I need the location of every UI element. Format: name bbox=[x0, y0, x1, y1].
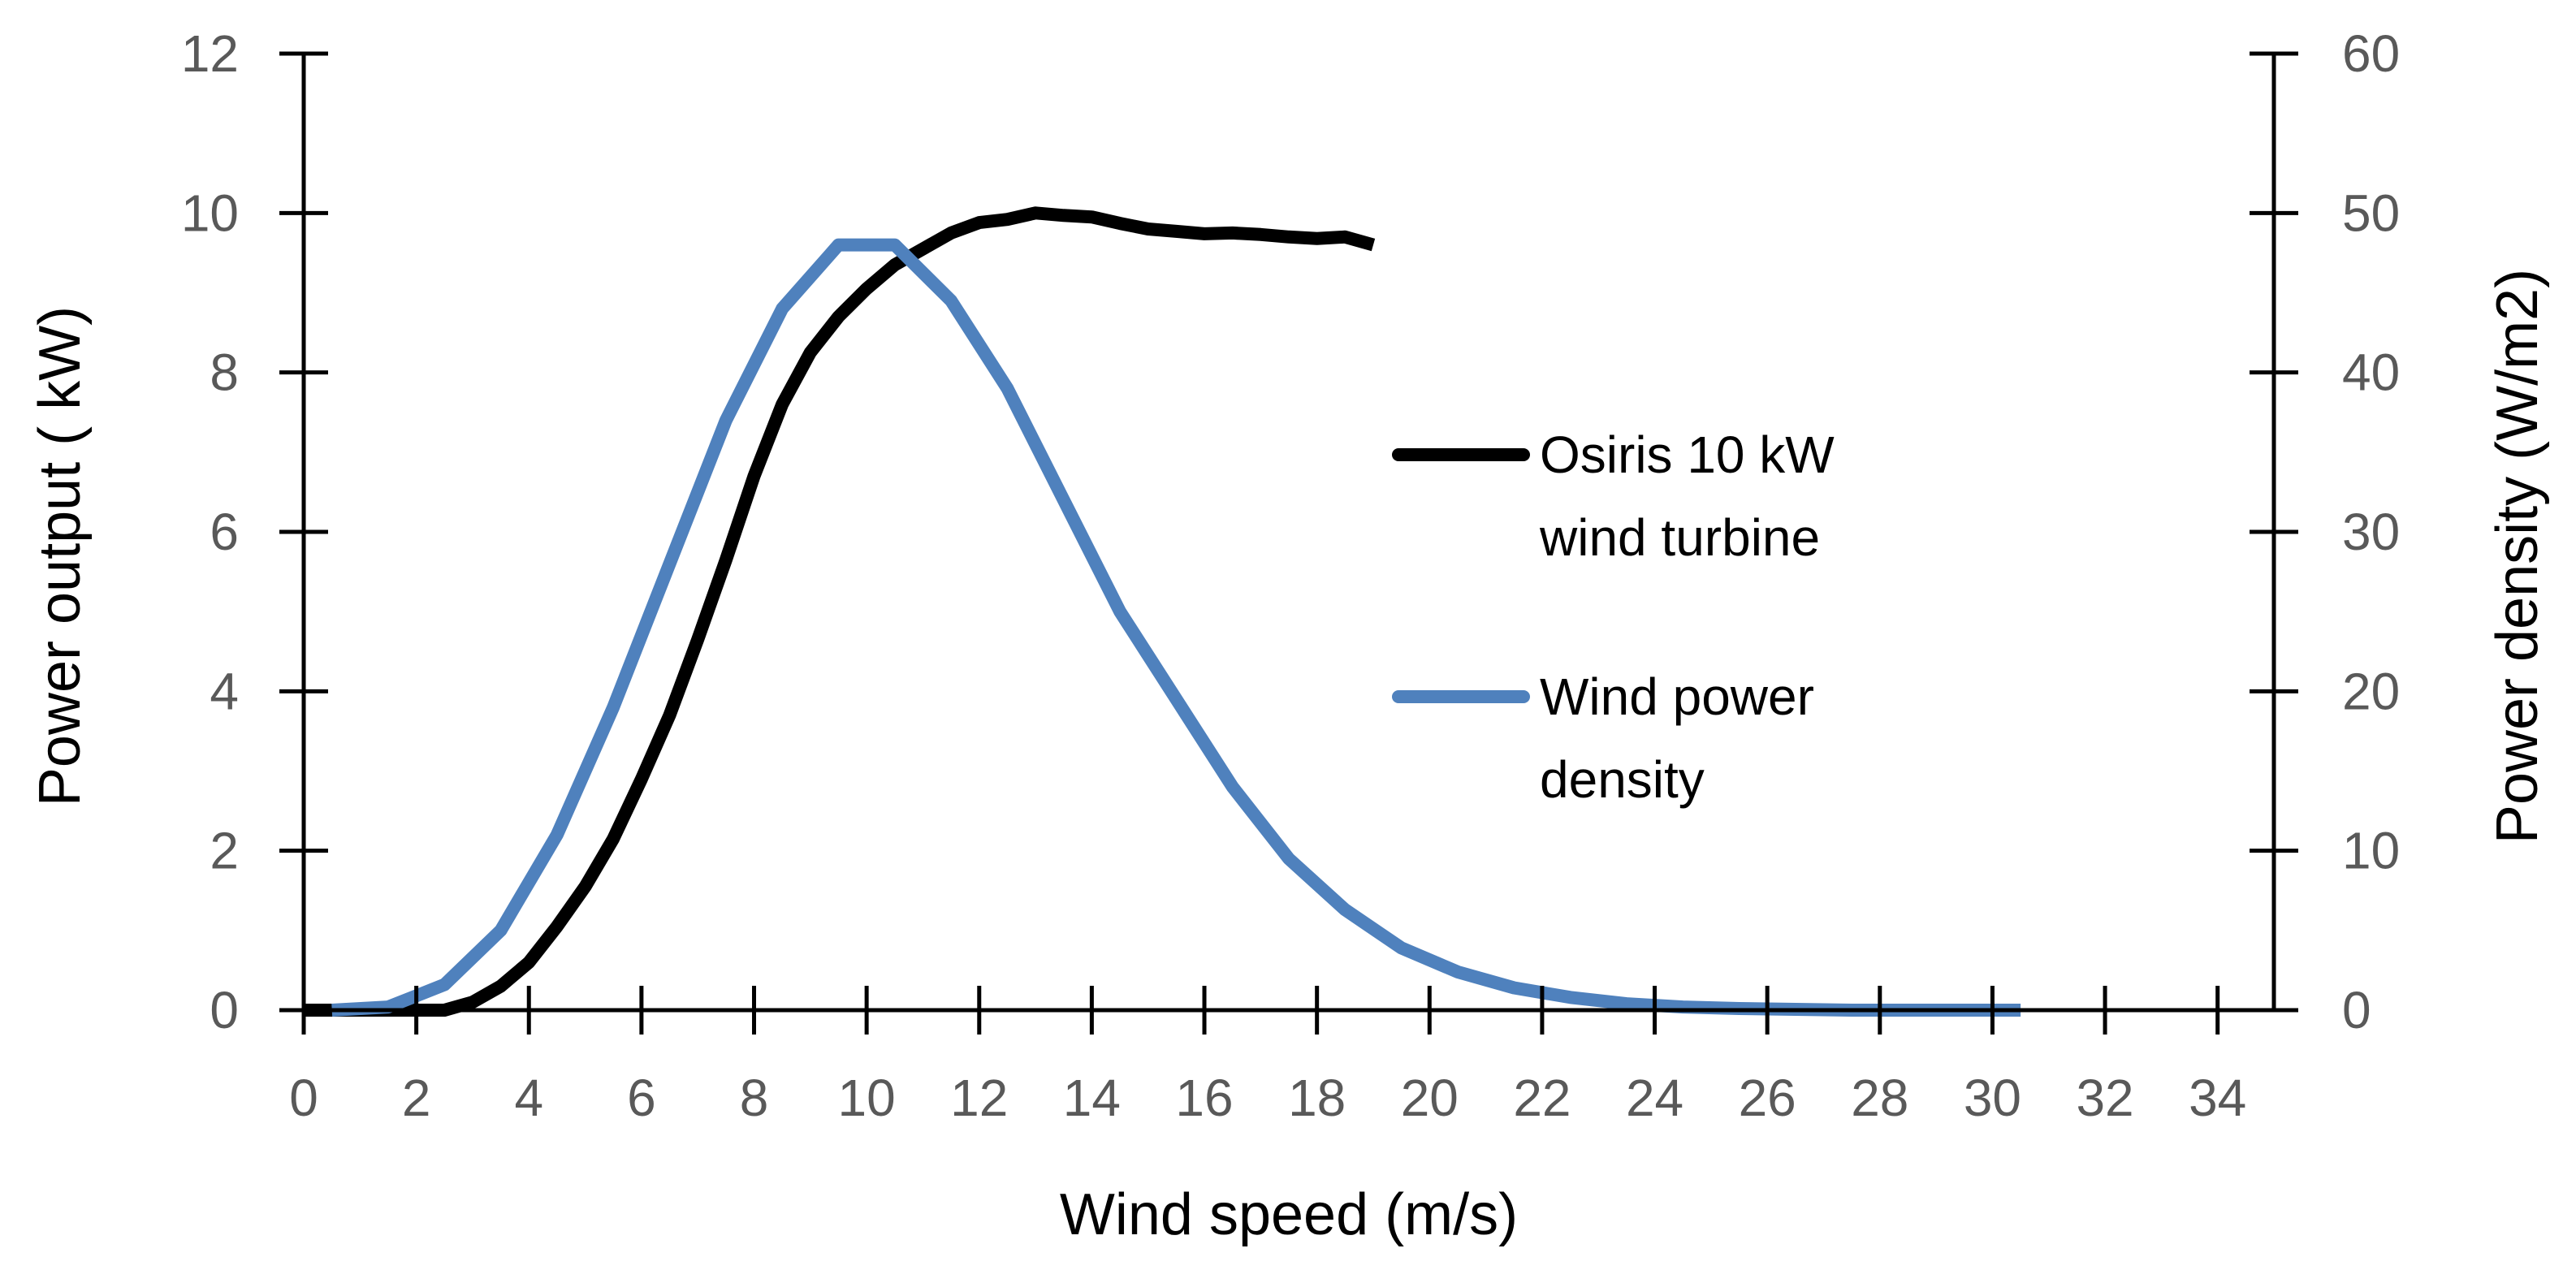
x-tick-label: 4 bbox=[514, 1069, 543, 1127]
x-tick-label: 34 bbox=[2189, 1069, 2246, 1127]
y-left-tick-label: 8 bbox=[210, 343, 239, 402]
y-left-tick-label: 2 bbox=[210, 822, 239, 880]
legend-label-osiris-10-kw-wind-turbine: Osiris 10 kW bbox=[1540, 425, 1835, 484]
legend-label-wind-power-density: density bbox=[1540, 750, 1705, 809]
x-tick-label: 28 bbox=[1851, 1069, 1908, 1127]
y-right-tick-label: 40 bbox=[2342, 343, 2400, 402]
x-tick-label: 12 bbox=[950, 1069, 1008, 1127]
y-right-tick-label: 30 bbox=[2342, 503, 2400, 561]
y-right-tick-label: 60 bbox=[2342, 24, 2400, 83]
y-axis-right-title: Power density (W/m2) bbox=[2485, 269, 2550, 844]
x-tick-label: 20 bbox=[1401, 1069, 1459, 1127]
x-tick-label: 8 bbox=[740, 1069, 769, 1127]
x-tick-label: 2 bbox=[402, 1069, 431, 1127]
legend-label-osiris-10-kw-wind-turbine: wind turbine bbox=[1539, 508, 1820, 567]
y-right-tick-label: 20 bbox=[2342, 662, 2400, 720]
series-layer bbox=[304, 206, 2021, 1017]
x-tick-label: 18 bbox=[1288, 1069, 1346, 1127]
series-line-osiris-10-kw-wind-turbine bbox=[304, 206, 1376, 1017]
legend: Osiris 10 kW wind turbine Wind power densit… bbox=[1392, 425, 1835, 809]
x-tick-label: 16 bbox=[1175, 1069, 1233, 1127]
y-right-tick-label: 10 bbox=[2342, 822, 2400, 880]
x-tick-label: 10 bbox=[838, 1069, 896, 1127]
x-tick-label: 6 bbox=[627, 1069, 656, 1127]
y-right-tick-label: 0 bbox=[2342, 981, 2371, 1039]
x-tick-label: 0 bbox=[289, 1069, 318, 1127]
y-left-tick-label: 10 bbox=[181, 184, 239, 242]
y-left-tick-label: 6 bbox=[210, 503, 239, 561]
x-tick-label: 22 bbox=[1513, 1069, 1571, 1127]
x-tick-label: 26 bbox=[1739, 1069, 1796, 1127]
y-left-tick-label: 12 bbox=[181, 24, 239, 83]
x-tick-label: 14 bbox=[1063, 1069, 1121, 1127]
x-axis-title: Wind speed (m/s) bbox=[1060, 1182, 1518, 1247]
legend-label-wind-power-density: Wind power bbox=[1540, 667, 1814, 726]
y-left-tick-label: 4 bbox=[210, 662, 239, 720]
y-left-tick-label: 0 bbox=[210, 981, 239, 1039]
y-axis-left-title: Power output ( kW) bbox=[28, 306, 93, 806]
x-tick-label: 32 bbox=[2076, 1069, 2133, 1127]
x-tick-label: 24 bbox=[1626, 1069, 1683, 1127]
x-tick-label: 30 bbox=[1964, 1069, 2021, 1127]
y-right-tick-label: 50 bbox=[2342, 184, 2400, 242]
